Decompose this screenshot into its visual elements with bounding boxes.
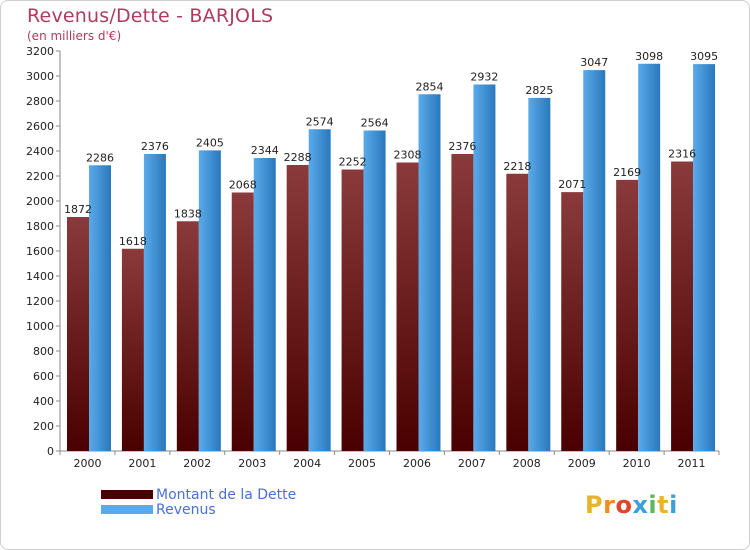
bar-dette	[616, 179, 639, 451]
data-label-revenus: 2854	[416, 80, 444, 93]
bar-dette	[286, 165, 309, 451]
y-tick-label: 1600	[26, 245, 54, 258]
axes: 0 200 400 600 800 1000 1200 1400 1600 1800 2000 220…	[26, 45, 720, 470]
bar-revenus	[528, 97, 551, 451]
bar-dette	[121, 248, 144, 451]
bar-revenus	[418, 94, 441, 451]
bar-dette	[451, 154, 474, 451]
y-tick-label: 1800	[26, 220, 54, 233]
bar-dette	[671, 161, 694, 451]
x-tick-label: 2007	[458, 457, 486, 470]
x-tick-label: 2008	[513, 457, 541, 470]
data-label-revenus: 2574	[306, 115, 334, 128]
y-tick-label: 2600	[26, 120, 54, 133]
data-label-revenus: 2286	[86, 151, 114, 164]
x-tick-label: 2004	[293, 457, 321, 470]
y-tick-label: 0	[47, 445, 54, 458]
x-tick-label: 2009	[568, 457, 596, 470]
legend-swatch-dette	[101, 490, 153, 499]
y-tick-label: 800	[33, 345, 54, 358]
bar-revenus	[89, 165, 111, 451]
data-label-revenus: 3095	[690, 50, 718, 63]
bar-dette	[231, 192, 254, 451]
bar-dette	[67, 217, 89, 451]
logo-letter: P	[585, 491, 604, 519]
x-tick-label: 2006	[403, 457, 431, 470]
logo-letter: i	[669, 491, 678, 519]
bar-revenus	[308, 129, 331, 451]
y-tick-label: 3200	[26, 45, 54, 58]
bar-revenus	[143, 154, 166, 451]
bars	[67, 63, 716, 451]
data-label-revenus: 2405	[196, 136, 224, 149]
bar-dette	[341, 169, 364, 451]
logo-letter: o	[615, 491, 633, 519]
data-label-dette: 1838	[174, 207, 202, 220]
data-label-dette: 2376	[448, 140, 476, 153]
data-label-revenus: 3098	[635, 50, 663, 63]
x-tick-label: 2001	[128, 457, 156, 470]
legend-label-dette: Montant de la Dette	[156, 486, 297, 503]
y-tick-label: 400	[33, 395, 54, 408]
y-tick-label: 2200	[26, 170, 54, 183]
bar-revenus	[198, 150, 221, 451]
data-label-revenus: 2344	[251, 144, 279, 157]
bar-dette	[396, 162, 419, 451]
data-label-dette: 2169	[613, 166, 641, 179]
data-label-revenus: 3047	[580, 56, 608, 69]
y-tick-label: 1200	[26, 295, 54, 308]
data-labels: 1872 2286 1618 2376 1838 2405 2068 2344 2288 2574…	[64, 50, 718, 248]
y-tick-label: 3000	[26, 70, 54, 83]
bar-revenus	[583, 70, 606, 451]
bar-revenus	[473, 84, 496, 451]
legend-item-revenus: Revenus	[101, 501, 296, 518]
chart-title: Revenus/Dette - BARJOLS	[27, 5, 274, 27]
legend-item-dette: Montant de la Dette	[101, 486, 297, 503]
data-label-dette: 2288	[284, 151, 312, 164]
chart-subtitle: (en milliers d'€)	[27, 29, 122, 43]
logo-letter: i	[648, 491, 658, 519]
x-tick-label: 2002	[183, 457, 211, 470]
legend-swatch-revenus	[101, 505, 153, 514]
x-tick-label: 2011	[678, 457, 706, 470]
data-label-dette: 2252	[339, 156, 367, 169]
data-label-dette: 1618	[119, 235, 147, 248]
data-label-revenus: 2376	[141, 140, 169, 153]
x-tick-label: 2003	[238, 457, 266, 470]
y-tick-label: 1000	[26, 320, 54, 333]
legend-label-revenus: Revenus	[156, 501, 216, 518]
data-label-revenus: 2932	[470, 71, 498, 84]
y-tick-label: 600	[33, 370, 54, 383]
logo-letter: t	[657, 491, 670, 519]
bar-revenus	[253, 158, 276, 451]
bar-revenus	[363, 130, 386, 451]
legend: Montant de la Dette Revenus	[101, 486, 297, 518]
x-tick-label: 2000	[73, 457, 101, 470]
y-tick-label: 200	[33, 420, 54, 433]
data-label-dette: 2071	[558, 178, 586, 191]
data-label-dette: 2308	[394, 149, 422, 162]
proxiti-logo: Proxiti	[585, 491, 678, 519]
y-tick-label: 2000	[26, 195, 54, 208]
data-label-dette: 2218	[503, 160, 531, 173]
data-label-dette: 2316	[668, 148, 696, 161]
bar-dette	[561, 192, 584, 451]
data-label-dette: 2068	[229, 179, 257, 192]
bar-revenus	[693, 64, 716, 451]
y-tick-label: 2800	[26, 95, 54, 108]
logo-letter: x	[632, 491, 649, 519]
bar-revenus	[638, 63, 661, 451]
y-tick-label: 1400	[26, 270, 54, 283]
bar-dette	[506, 173, 529, 451]
x-tick-label: 2005	[348, 457, 376, 470]
bar-dette	[176, 221, 199, 451]
data-label-dette: 1872	[64, 203, 92, 216]
data-label-revenus: 2564	[361, 117, 389, 130]
y-tick-label: 2400	[26, 145, 54, 158]
data-label-revenus: 2825	[525, 84, 553, 97]
logo-letter: r	[603, 491, 616, 519]
x-tick-label: 2010	[623, 457, 651, 470]
